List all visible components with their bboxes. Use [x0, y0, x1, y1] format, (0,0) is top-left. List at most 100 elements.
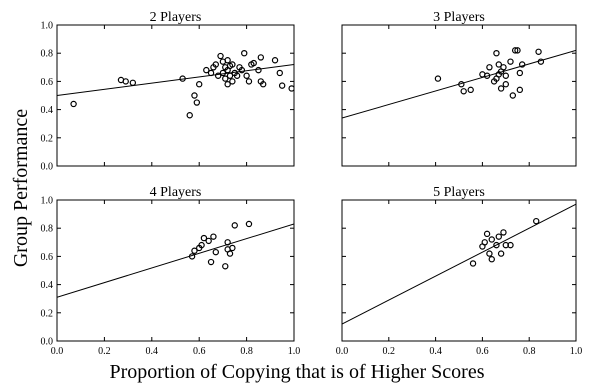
data-point — [500, 64, 507, 71]
x-axis-label: Proportion of Copying that is of Higher … — [110, 361, 485, 383]
panel-1: 2 Players 0.0 0.2 0.4 0.6 0.8 1.0 — [41, 10, 295, 173]
panels: 2 Players 0.0 0.2 0.4 0.6 0.8 1.0 3 Players 4 Pl… — [41, 10, 583, 357]
data-point — [200, 234, 208, 242]
fit-line — [57, 223, 294, 298]
y-tick-label: 0.8 — [41, 224, 54, 235]
panel-frame — [341, 24, 577, 167]
data-point — [497, 250, 505, 257]
data-point — [205, 237, 212, 245]
data-point — [238, 66, 246, 74]
data-point — [493, 50, 500, 57]
x-tick-label: 0.4 — [146, 346, 159, 357]
data-point — [195, 81, 203, 88]
panel-title: 4 Players — [150, 185, 202, 200]
data-point — [203, 66, 210, 74]
data-point — [458, 81, 465, 88]
data-point — [495, 233, 502, 240]
y-tick-label: 0.8 — [41, 49, 54, 60]
panel-data — [342, 203, 576, 325]
data-point — [193, 99, 201, 106]
data-point — [486, 250, 493, 257]
data-point — [226, 72, 234, 79]
data-point — [460, 88, 467, 95]
data-point — [229, 61, 236, 68]
data-point — [488, 236, 495, 243]
data-point — [434, 75, 442, 82]
data-point — [207, 69, 215, 77]
data-point — [198, 241, 205, 249]
y-tick-label: 0.6 — [41, 252, 54, 263]
panel-title: 3 Players — [433, 10, 485, 25]
data-point — [495, 61, 502, 68]
y-tick-label: 0.2 — [41, 133, 54, 144]
y-tick-label: 1.0 — [41, 196, 54, 207]
data-point — [259, 81, 267, 88]
x-tick-label: 0.8 — [240, 346, 253, 357]
data-point — [502, 81, 509, 88]
data-point — [186, 112, 193, 119]
data-point — [229, 78, 236, 85]
panel-frame — [56, 24, 295, 167]
x-tick-label: 0.2 — [98, 346, 111, 357]
data-point — [514, 47, 521, 54]
x-tick-label: 0.6 — [193, 346, 206, 357]
x-tick-label: 0.0 — [336, 346, 349, 357]
data-point — [224, 57, 231, 64]
x-tick-label: 0.0 — [51, 346, 64, 357]
fit-line — [342, 203, 576, 325]
data-point — [535, 48, 542, 55]
data-point — [179, 75, 186, 82]
y-tick-label: 0.6 — [41, 77, 54, 88]
data-point — [245, 78, 253, 85]
data-point — [507, 241, 514, 249]
data-point — [500, 229, 507, 236]
data-point — [222, 263, 229, 270]
x-tick-label: 1.0 — [288, 346, 301, 357]
data-point — [188, 253, 196, 260]
panel-frame — [56, 199, 295, 342]
data-point — [507, 58, 514, 65]
data-point — [483, 72, 491, 79]
panel-3: 4 Players 0.0 0.2 0.4 0.6 0.8 1.0 0.0 0.2 0.4 0.6 0… — [41, 185, 301, 357]
data-point — [212, 61, 219, 68]
panel-2: 3 Players — [341, 10, 577, 167]
data-point — [481, 239, 488, 246]
y-tick-label: 1.0 — [41, 21, 54, 32]
fit-line — [57, 63, 294, 96]
data-point — [518, 61, 526, 68]
data-point — [288, 85, 294, 92]
data-point — [509, 92, 517, 99]
data-point — [191, 92, 198, 99]
data-point — [70, 100, 77, 108]
data-point — [231, 222, 238, 229]
y-tick-label: 0.2 — [41, 308, 54, 319]
data-point — [224, 81, 231, 88]
data-point — [271, 57, 279, 64]
data-point — [122, 78, 129, 85]
data-point — [533, 217, 540, 225]
data-point — [537, 58, 545, 65]
data-point — [224, 239, 231, 246]
data-point — [241, 50, 248, 57]
data-point — [469, 260, 477, 267]
data-point — [212, 248, 219, 256]
data-point — [488, 256, 495, 263]
panel-data — [57, 220, 294, 298]
data-point — [497, 85, 505, 92]
x-tick-label: 0.6 — [476, 346, 489, 357]
data-point — [233, 72, 241, 79]
x-tick-label: 1.0 — [570, 346, 583, 357]
data-point — [217, 52, 224, 60]
data-point — [516, 69, 524, 77]
data-point — [493, 241, 500, 249]
panel-4: 5 Players 0.0 0.2 0.4 0.6 0.8 1.0 — [336, 185, 583, 357]
data-point — [257, 54, 265, 61]
y-axis-label: Group Performance — [10, 109, 32, 267]
data-point — [502, 72, 509, 79]
panel-data — [57, 50, 294, 119]
x-tick-label: 0.8 — [523, 346, 536, 357]
data-point — [511, 47, 519, 54]
data-point — [467, 86, 474, 94]
data-point — [210, 233, 217, 240]
